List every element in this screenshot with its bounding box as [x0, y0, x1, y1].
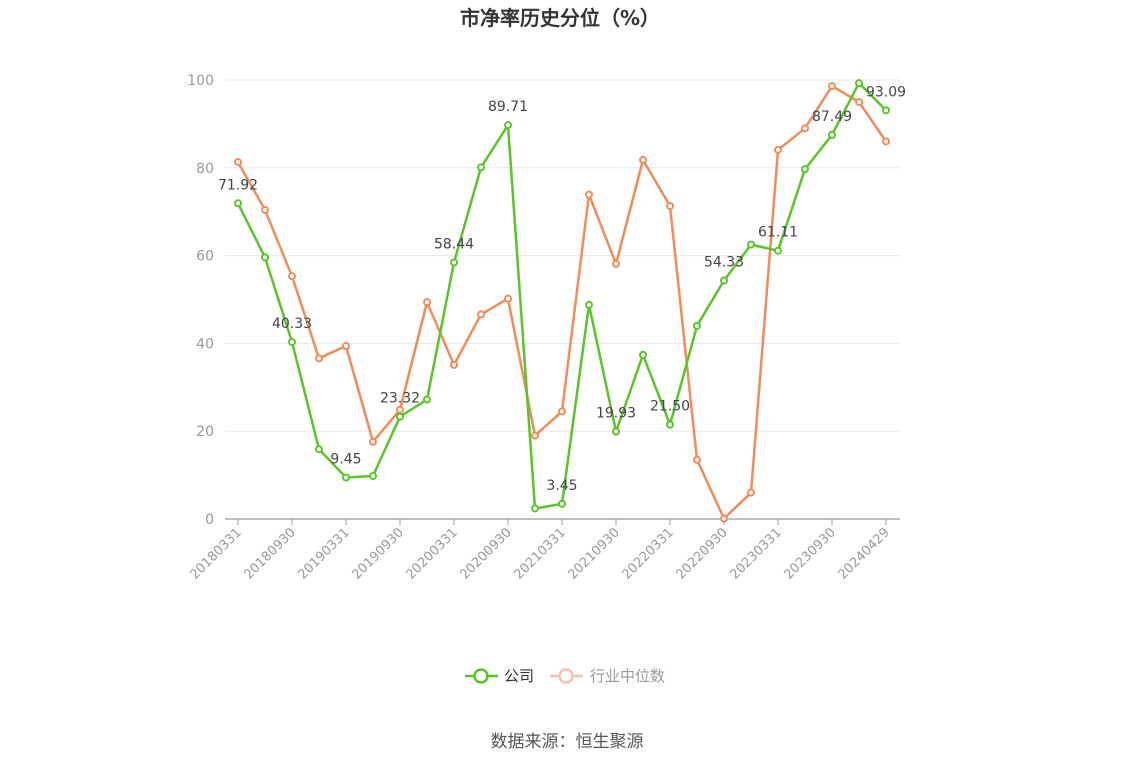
data-point-industry-median[interactable] [639, 155, 647, 164]
data-point-industry-median[interactable] [855, 97, 863, 106]
data-point-industry-median[interactable] [747, 488, 755, 497]
y-tick-label: 20 [196, 424, 214, 440]
data-point-company[interactable] [261, 253, 269, 262]
legend-label-company: 公司 [504, 667, 534, 685]
data-point-industry-median[interactable] [234, 158, 242, 167]
data-point-company[interactable] [504, 121, 512, 130]
data-point-industry-median[interactable] [450, 360, 458, 369]
y-tick-label: 60 [196, 249, 214, 265]
data-point-industry-median[interactable] [828, 82, 836, 91]
data-label: 93.09 [866, 84, 906, 100]
data-point-company[interactable] [882, 106, 890, 115]
data-label: 58.44 [434, 236, 474, 252]
data-point-industry-median[interactable] [477, 310, 485, 319]
y-tick-label: 100 [187, 73, 214, 89]
legend-label-industry-median: 行业中位数 [590, 667, 665, 685]
data-point-industry-median[interactable] [369, 437, 377, 446]
data-point-company[interactable] [720, 276, 728, 285]
data-point-company[interactable] [855, 79, 863, 88]
data-label: 40.33 [272, 316, 312, 332]
data-point-industry-median[interactable] [693, 455, 701, 464]
data-point-company[interactable] [342, 473, 350, 482]
data-point-company[interactable] [234, 199, 242, 208]
data-point-industry-median[interactable] [585, 190, 593, 199]
data-point-company[interactable] [828, 130, 836, 139]
legend[interactable]: 公司 行业中位数 [465, 667, 665, 685]
x-tick-label: 20230331 [727, 525, 784, 582]
data-labels: 71.92 40.33 9.45 23.32 58.44 89.71 3.45 19.93 21… [218, 84, 906, 494]
data-point-company[interactable] [288, 337, 296, 346]
data-point-company[interactable] [369, 471, 377, 480]
legend-item-industry-median[interactable]: 行业中位数 [550, 667, 665, 685]
x-tick-label: 20180930 [241, 525, 298, 582]
data-point-company[interactable] [477, 163, 485, 172]
data-point-company[interactable] [558, 499, 566, 508]
x-tick-label: 20220930 [673, 525, 730, 582]
data-point-company[interactable] [612, 427, 620, 436]
data-point-company[interactable] [666, 420, 674, 429]
data-point-company[interactable] [585, 300, 593, 309]
data-point-industry-median[interactable] [801, 124, 809, 133]
grid-lines [225, 79, 900, 432]
y-tick-label: 0 [205, 512, 214, 528]
x-tick-label: 20200331 [403, 525, 460, 582]
x-tick-label: 20180331 [187, 525, 244, 582]
x-tick-label: 20200930 [457, 525, 514, 582]
data-point-industry-median[interactable] [612, 259, 620, 268]
data-point-industry-median[interactable] [531, 431, 539, 440]
data-label: 19.93 [596, 406, 636, 422]
legend-marker-industry-median [558, 668, 574, 684]
y-tick-label: 40 [196, 336, 214, 352]
data-point-industry-median[interactable] [423, 298, 431, 307]
data-point-industry-median[interactable] [288, 272, 296, 281]
legend-marker-company [473, 668, 489, 684]
data-point-industry-median[interactable] [504, 294, 512, 303]
series-layer [234, 79, 890, 523]
data-point-company[interactable] [747, 240, 755, 249]
x-tick-label: 20190331 [295, 525, 352, 582]
data-source-note: 数据来源：恒生聚源 [491, 732, 644, 752]
data-label: 87.49 [812, 109, 852, 125]
data-point-company[interactable] [423, 395, 431, 404]
data-label: 23.32 [380, 391, 420, 407]
x-tick-label: 20190930 [349, 525, 406, 582]
data-label: 54.33 [704, 254, 744, 270]
data-point-industry-median[interactable] [720, 514, 728, 523]
data-point-company[interactable] [693, 321, 701, 330]
data-label: 9.45 [330, 452, 361, 468]
data-label: 61.11 [758, 225, 798, 241]
data-point-industry-median[interactable] [342, 342, 350, 351]
data-label: 71.92 [218, 177, 258, 193]
data-point-industry-median[interactable] [261, 205, 269, 214]
data-point-industry-median[interactable] [666, 201, 674, 210]
data-point-industry-median[interactable] [774, 145, 782, 154]
data-point-industry-median[interactable] [882, 137, 890, 146]
data-label: 89.71 [488, 99, 528, 115]
data-point-company[interactable] [450, 258, 458, 267]
data-point-company[interactable] [315, 445, 323, 454]
chart-title: 市净率历史分位（%） [460, 6, 660, 30]
data-label: 21.50 [650, 399, 690, 415]
y-tick-label: 80 [196, 161, 214, 177]
data-point-industry-median[interactable] [315, 354, 323, 363]
x-tick-label: 20220331 [619, 525, 676, 582]
data-point-industry-median[interactable] [396, 405, 404, 414]
data-point-company[interactable] [639, 350, 647, 359]
x-tick-label: 20240429 [835, 525, 892, 582]
legend-item-company[interactable]: 公司 [465, 667, 534, 685]
x-tick-label: 20210331 [511, 525, 568, 582]
data-label: 3.45 [546, 478, 577, 494]
data-point-company[interactable] [396, 412, 404, 421]
data-point-company[interactable] [774, 246, 782, 255]
data-point-company[interactable] [531, 504, 539, 513]
data-point-industry-median[interactable] [558, 407, 566, 416]
data-point-company[interactable] [801, 165, 809, 174]
x-tick-label: 20230930 [781, 525, 838, 582]
series-line-company [236, 81, 887, 510]
x-tick-label: 20210930 [565, 525, 622, 582]
